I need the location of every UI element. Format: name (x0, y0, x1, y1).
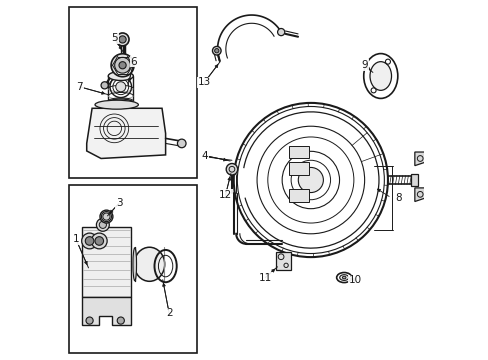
Polygon shape (414, 152, 425, 166)
Text: 13: 13 (197, 77, 210, 87)
Text: 12: 12 (219, 190, 232, 200)
Circle shape (95, 237, 103, 245)
Ellipse shape (339, 275, 348, 280)
Circle shape (214, 49, 219, 53)
Bar (69, 7, 196, 178)
Circle shape (116, 82, 125, 92)
Circle shape (99, 221, 106, 228)
Circle shape (91, 233, 107, 249)
Circle shape (117, 317, 124, 324)
Circle shape (177, 139, 185, 148)
Ellipse shape (108, 99, 133, 107)
Polygon shape (82, 297, 131, 325)
Circle shape (111, 54, 134, 77)
Circle shape (100, 210, 113, 223)
Bar (289, 146, 308, 158)
Bar (289, 189, 308, 202)
Circle shape (212, 46, 221, 55)
Text: 2: 2 (165, 309, 172, 318)
Bar (289, 162, 308, 175)
Text: 9: 9 (361, 60, 367, 70)
Text: 11: 11 (258, 273, 271, 283)
Text: 8: 8 (395, 193, 401, 203)
Text: 10: 10 (348, 275, 362, 285)
Circle shape (96, 219, 109, 231)
Circle shape (86, 317, 93, 324)
Ellipse shape (133, 248, 136, 281)
Ellipse shape (95, 100, 138, 109)
Circle shape (116, 33, 129, 46)
Circle shape (298, 167, 323, 193)
Circle shape (101, 82, 108, 89)
Text: 6: 6 (130, 57, 137, 67)
Circle shape (115, 57, 130, 73)
Ellipse shape (134, 247, 164, 281)
Ellipse shape (369, 62, 391, 90)
Bar (82, 226, 131, 297)
Circle shape (226, 163, 237, 175)
Polygon shape (86, 108, 165, 158)
Circle shape (119, 62, 126, 69)
Ellipse shape (342, 276, 346, 279)
Bar (276, 252, 290, 270)
Circle shape (119, 36, 126, 43)
Text: 5: 5 (111, 33, 118, 43)
Text: 4: 4 (202, 150, 208, 161)
Text: 7: 7 (76, 82, 82, 92)
Polygon shape (414, 188, 425, 202)
Text: 3: 3 (116, 198, 122, 208)
Text: 1: 1 (73, 234, 79, 244)
Bar (410, 174, 418, 186)
Bar (69, 185, 196, 353)
Circle shape (277, 28, 284, 36)
Circle shape (81, 233, 97, 249)
Circle shape (85, 237, 94, 245)
Ellipse shape (108, 72, 133, 81)
